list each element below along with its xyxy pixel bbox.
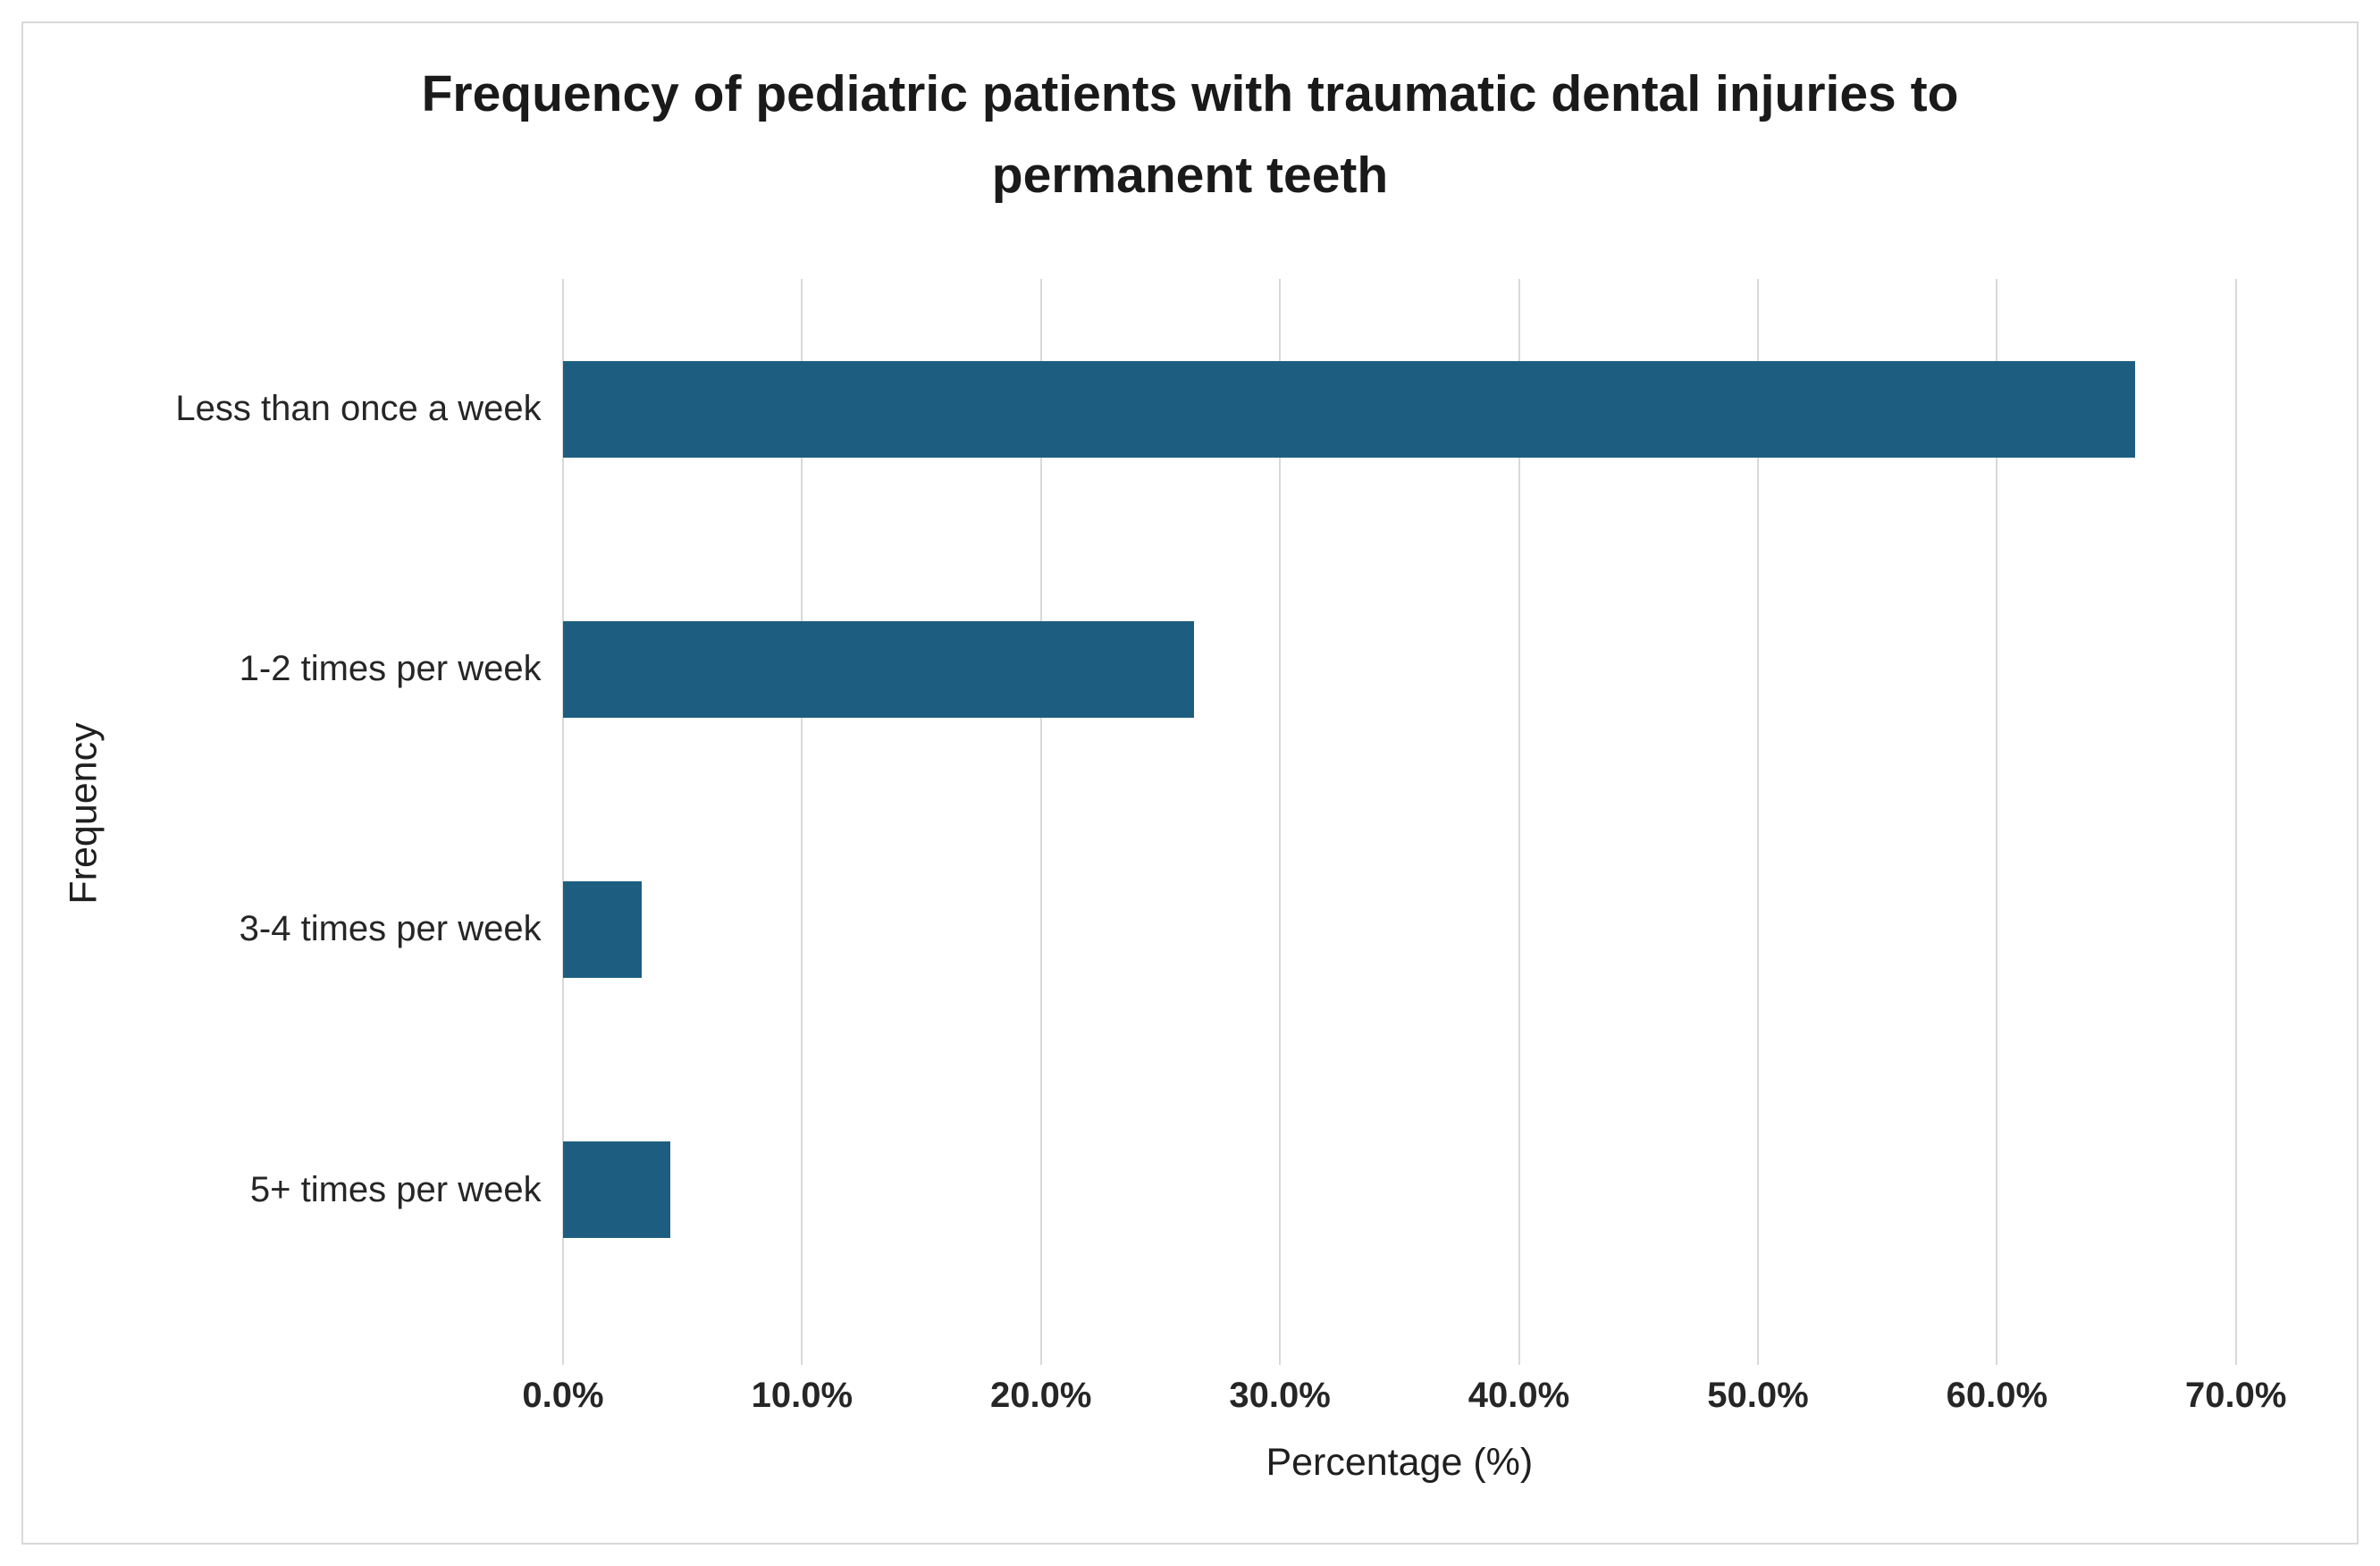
x-tick-mark-60 <box>1996 1319 1998 1365</box>
x-tick-label-20: 20.0% <box>990 1375 1092 1415</box>
plot-area: 0.0% 10.0% 20.0% 30.0% 40.0% 50.0% 60.0% 70.0% L… <box>175 279 2286 1415</box>
bar-4 <box>562 1141 671 1238</box>
x-tick-label-70: 70.0% <box>2185 1375 2287 1415</box>
gridline-x-70 <box>2234 279 2237 1320</box>
bar-1 <box>562 360 2136 458</box>
x-tick-label-0: 0.0% <box>522 1375 604 1415</box>
category-label: Less than once a week <box>175 389 542 429</box>
x-tick-label-10: 10.0% <box>751 1375 854 1415</box>
x-tick-mark-70 <box>2234 1319 2237 1365</box>
y-axis-title: Frequency <box>62 722 105 905</box>
gridline-x-0 <box>561 279 564 1320</box>
bar-row: Less than once a week <box>175 279 2236 539</box>
x-tick-mark-10 <box>801 1319 803 1365</box>
x-tick-label-40: 40.0% <box>1468 1375 1570 1415</box>
chart-title-line-2: permanent teeth <box>991 147 1389 205</box>
chart-figure: Frequency of pediatric patients with tra… <box>21 21 2359 1545</box>
gridline-x-40 <box>1518 279 1520 1320</box>
gridline-x-60 <box>1996 279 1998 1320</box>
category-label: 1-2 times per week <box>239 649 542 689</box>
category-label: 5+ times per week <box>249 1169 542 1209</box>
x-axis-title: Percentage (%) <box>1266 1441 1534 1485</box>
bar-3 <box>562 881 643 978</box>
gridline-x-20 <box>1039 279 1042 1320</box>
chart-title: Frequency of pediatric patients with tra… <box>23 54 2357 216</box>
x-tick-label-30: 30.0% <box>1229 1375 1331 1415</box>
x-tick-label-50: 50.0% <box>1707 1375 1809 1415</box>
gridline-x-30 <box>1279 279 1282 1320</box>
category-label: 3-4 times per week <box>239 909 542 949</box>
x-tick-mark-50 <box>1756 1319 1759 1365</box>
chart-title-line-1: Frequency of pediatric patients with tra… <box>421 65 1959 122</box>
bar-row: 1-2 times per week <box>240 539 2236 799</box>
x-tick-mark-0 <box>561 1319 564 1365</box>
bar-row: 5+ times per week <box>250 1060 2236 1320</box>
x-tick-label-60: 60.0% <box>1946 1375 2048 1415</box>
bar-row: 3-4 times per week <box>240 799 2236 1059</box>
gridline-x-10 <box>801 279 803 1320</box>
bar-2 <box>562 621 1194 718</box>
x-tick-mark-30 <box>1279 1319 1282 1365</box>
gridline-x-50 <box>1756 279 1759 1320</box>
x-tick-mark-20 <box>1039 1319 1042 1365</box>
x-tick-mark-40 <box>1518 1319 1520 1365</box>
